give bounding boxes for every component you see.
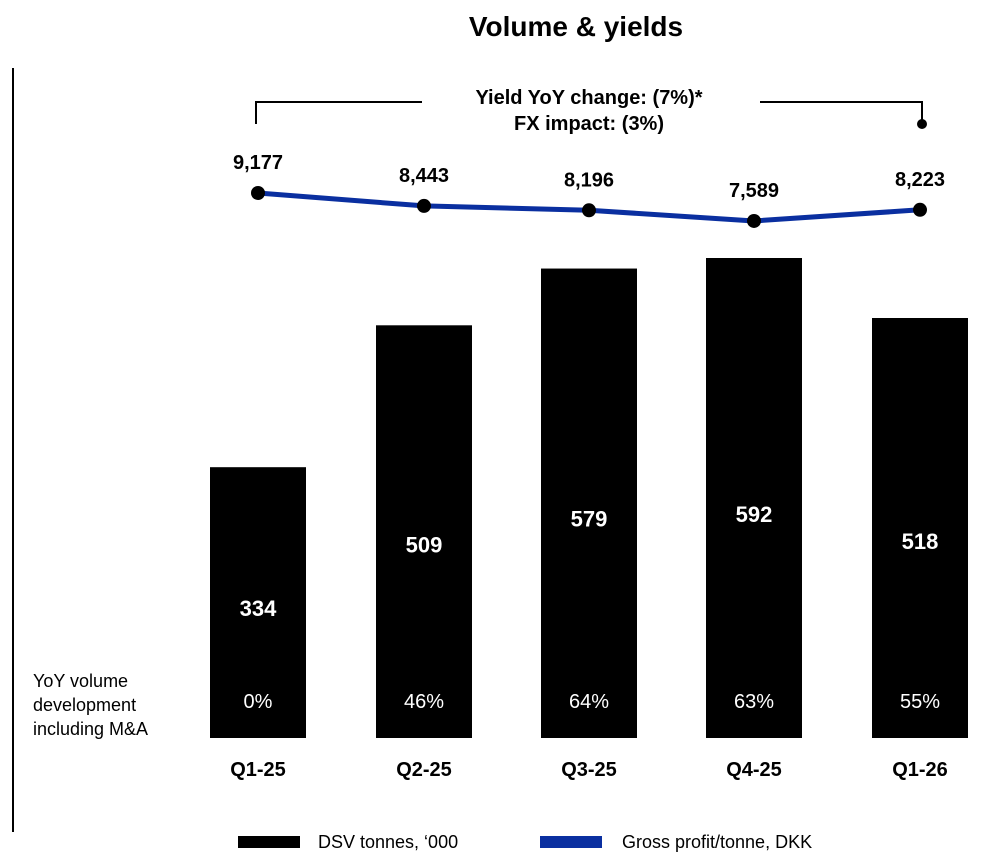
bar-q1-26: [872, 318, 968, 738]
gp-per-tonne-point: [417, 198, 431, 213]
bar-value-label: 579: [571, 507, 608, 532]
legend-label-tonnes: DSV tonnes, ‘000: [318, 832, 458, 852]
category-label: Q2-25: [396, 759, 452, 781]
yoy-value-label: 55%: [900, 691, 940, 713]
line-value-label: 9,177: [233, 152, 283, 174]
line-value-label: 8,223: [895, 169, 945, 191]
bar-value-label: 509: [406, 532, 443, 557]
line-value-labels: 9,177 8,443 8,196 7,589 8,223: [233, 152, 945, 202]
bracket-end-dot: [917, 119, 927, 129]
annotation-line-1: Yield YoY change: (7%)*: [475, 87, 702, 109]
bar-q3-25: [541, 268, 637, 738]
yoy-value-label: 0%: [244, 691, 273, 713]
category-label: Q3-25: [561, 759, 617, 781]
bracket-left: [255, 101, 422, 124]
gp-per-tonne-point: [913, 202, 927, 217]
line-series: [251, 186, 927, 228]
category-label: Q1-26: [892, 759, 948, 781]
legend-label-gp-tonne: Gross profit/tonne, DKK: [622, 832, 812, 852]
yoy-label-line-3: including M&A: [33, 719, 148, 739]
category-label: Q4-25: [726, 759, 782, 781]
yield-bracket: Yield YoY change: (7%)* FX impact: (3%): [255, 87, 927, 135]
bar-q1-25: [210, 467, 306, 738]
category-labels: Q1-25 Q2-25 Q3-25 Q4-25 Q1-26: [230, 759, 948, 781]
annotation-line-2: FX impact: (3%): [514, 113, 664, 135]
bar-value-label: 334: [240, 596, 277, 621]
bar-q4-25: [706, 258, 802, 738]
yoy-value-label: 46%: [404, 691, 444, 713]
yoy-row-label: YoY volume development including M&A: [33, 671, 148, 739]
chart-title: Volume & yields: [469, 11, 683, 42]
line-value-label: 8,196: [564, 169, 614, 191]
yoy-value-label: 63%: [734, 691, 774, 713]
line-value-label: 8,443: [399, 165, 449, 187]
line-value-label: 7,589: [729, 180, 779, 202]
gp-per-tonne-point: [582, 203, 596, 218]
legend-swatch-tonnes: [238, 836, 300, 848]
yoy-value-label: 64%: [569, 691, 609, 713]
category-label: Q1-25: [230, 759, 286, 781]
legend: DSV tonnes, ‘000 Gross profit/tonne, DKK: [238, 832, 812, 852]
bar-value-labels: 334 509 579 592 518: [240, 502, 939, 621]
bar-series: [210, 258, 968, 738]
bar-q2-25: [376, 325, 472, 738]
bracket-right: [760, 101, 923, 124]
legend-swatch-gp-tonne: [540, 836, 602, 848]
gp-per-tonne-point: [251, 186, 265, 200]
gp-per-tonne-point: [747, 213, 761, 228]
yoy-label-line-1: YoY volume: [33, 671, 128, 691]
yoy-value-labels: 0% 46% 64% 63% 55%: [244, 691, 941, 713]
yoy-label-line-2: development: [33, 695, 136, 715]
bar-value-label: 592: [736, 502, 773, 527]
bar-value-label: 518: [902, 529, 939, 554]
